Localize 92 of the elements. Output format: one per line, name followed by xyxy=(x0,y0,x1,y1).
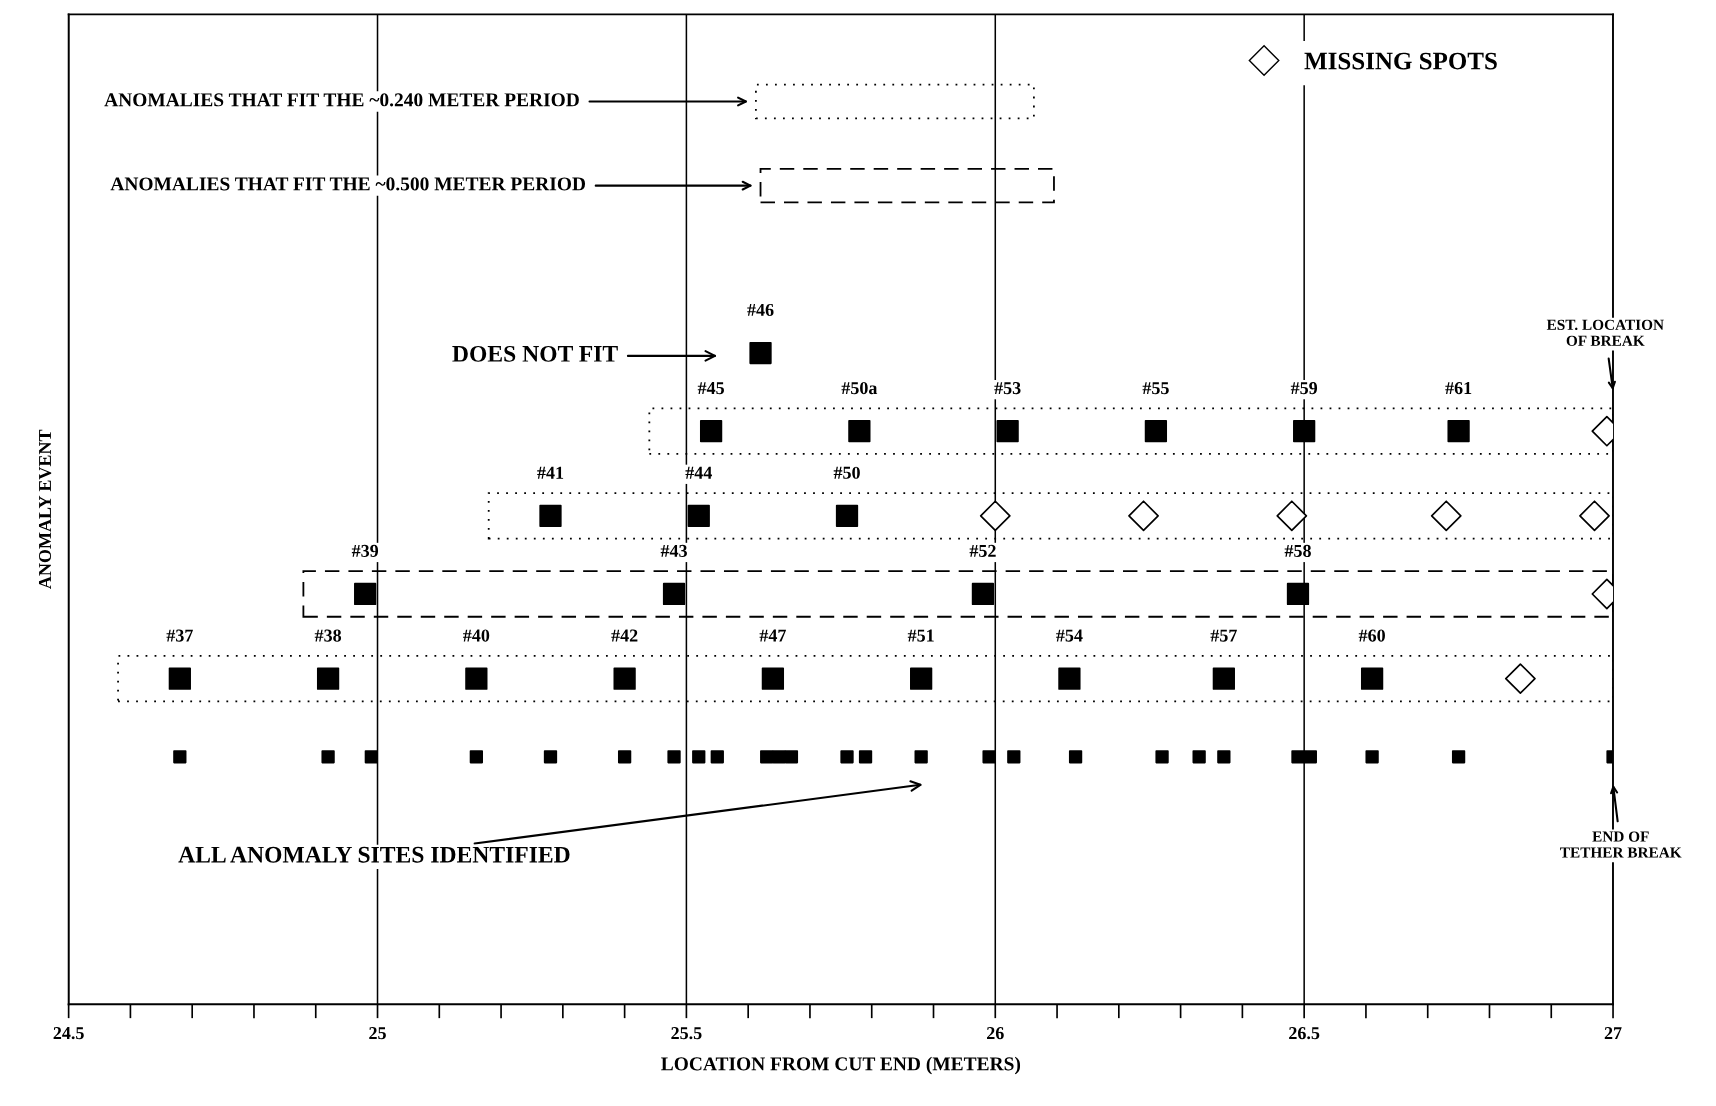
annotation: #61 xyxy=(1445,382,1472,395)
point xyxy=(982,750,996,764)
y-axis-title: ANOMALY EVENT xyxy=(38,429,52,589)
legend-label: MISSING SPOTS xyxy=(1304,52,1497,70)
point xyxy=(1303,750,1317,764)
annotation: #53 xyxy=(994,382,1021,395)
annotation: #46 xyxy=(747,303,774,317)
point xyxy=(1430,500,1462,532)
point xyxy=(168,667,191,690)
point xyxy=(858,750,873,764)
annotation: #41 xyxy=(537,466,564,479)
point xyxy=(1128,500,1159,532)
point xyxy=(1058,667,1081,690)
point xyxy=(979,500,1011,532)
annotation: #59 xyxy=(1290,382,1318,395)
point xyxy=(1365,750,1379,764)
annotation: #38 xyxy=(314,629,342,642)
point xyxy=(840,750,854,764)
annotation: #60 xyxy=(1358,629,1385,642)
annotation: #43 xyxy=(660,544,687,557)
point xyxy=(760,750,774,764)
point xyxy=(1360,667,1384,690)
point xyxy=(617,750,632,764)
annotation: #50a xyxy=(841,381,878,395)
annotation: #54 xyxy=(1056,629,1083,642)
point xyxy=(1007,750,1021,764)
point xyxy=(1276,500,1308,532)
point xyxy=(692,750,706,764)
point xyxy=(784,750,799,764)
annotation: #44 xyxy=(685,466,712,479)
point xyxy=(1504,663,1536,695)
text: ANOMALIES THAT FIT THE ~0.500 METER PERIOD xyxy=(110,177,586,191)
point xyxy=(1217,750,1231,764)
x-tick-label: 25.5 xyxy=(671,1027,702,1040)
point xyxy=(1192,750,1206,764)
point xyxy=(543,750,558,764)
point xyxy=(667,750,681,764)
annotation: DOES NOT FIT xyxy=(452,345,618,362)
annotation: #39 xyxy=(351,544,379,557)
point xyxy=(772,750,786,764)
point xyxy=(1451,750,1466,764)
text: ANOMALIES THAT FIT THE ~0.240 METER PERIOD xyxy=(104,93,579,107)
point xyxy=(1286,582,1310,606)
point xyxy=(914,750,928,764)
point xyxy=(1447,420,1470,443)
point xyxy=(613,667,636,690)
annotation: #50 xyxy=(833,466,860,479)
annotation: #55 xyxy=(1142,382,1169,395)
point xyxy=(465,667,488,690)
point xyxy=(848,420,871,443)
point xyxy=(910,667,933,690)
point xyxy=(687,504,710,527)
point xyxy=(971,582,995,606)
text: EST. LOCATION OF BREAK xyxy=(1546,319,1664,346)
point xyxy=(354,582,377,606)
annotation: #47 xyxy=(759,629,786,642)
point xyxy=(1293,420,1316,443)
point xyxy=(1068,750,1083,764)
annotation: END OF TETHER BREAK xyxy=(1560,831,1682,858)
point xyxy=(996,420,1019,443)
point xyxy=(761,667,785,690)
annotation: #57 xyxy=(1210,629,1237,642)
annotation: #37 xyxy=(166,629,193,642)
point xyxy=(699,420,723,443)
x-tick-label: 26 xyxy=(987,1027,1004,1040)
point xyxy=(321,750,335,764)
x-tick-label: 25 xyxy=(369,1027,386,1040)
point xyxy=(364,750,378,764)
annotation: #52 xyxy=(969,544,996,557)
annotation: #40 xyxy=(463,629,490,642)
point xyxy=(749,341,772,365)
point xyxy=(1291,750,1305,764)
point xyxy=(316,667,340,690)
x-tick-label: 24.5 xyxy=(53,1027,84,1040)
point xyxy=(1579,500,1610,532)
annotation: #51 xyxy=(907,629,934,642)
point xyxy=(469,750,484,764)
x-axis-title: LOCATION FROM CUT END (METERS) xyxy=(661,1056,1021,1075)
point xyxy=(173,750,187,764)
annotation: #45 xyxy=(697,382,724,395)
point xyxy=(1144,420,1168,443)
annotation: #58 xyxy=(1284,544,1311,557)
x-tick-label: 26.5 xyxy=(1289,1027,1320,1040)
annotation: #42 xyxy=(611,629,638,642)
point xyxy=(1212,667,1235,690)
point xyxy=(1155,750,1169,764)
annotation: ALL ANOMALY SITES IDENTIFIED xyxy=(178,846,570,863)
point xyxy=(710,750,724,764)
point xyxy=(539,504,562,527)
point xyxy=(662,582,686,606)
point xyxy=(835,504,859,527)
x-tick-label: 27 xyxy=(1604,1027,1622,1039)
